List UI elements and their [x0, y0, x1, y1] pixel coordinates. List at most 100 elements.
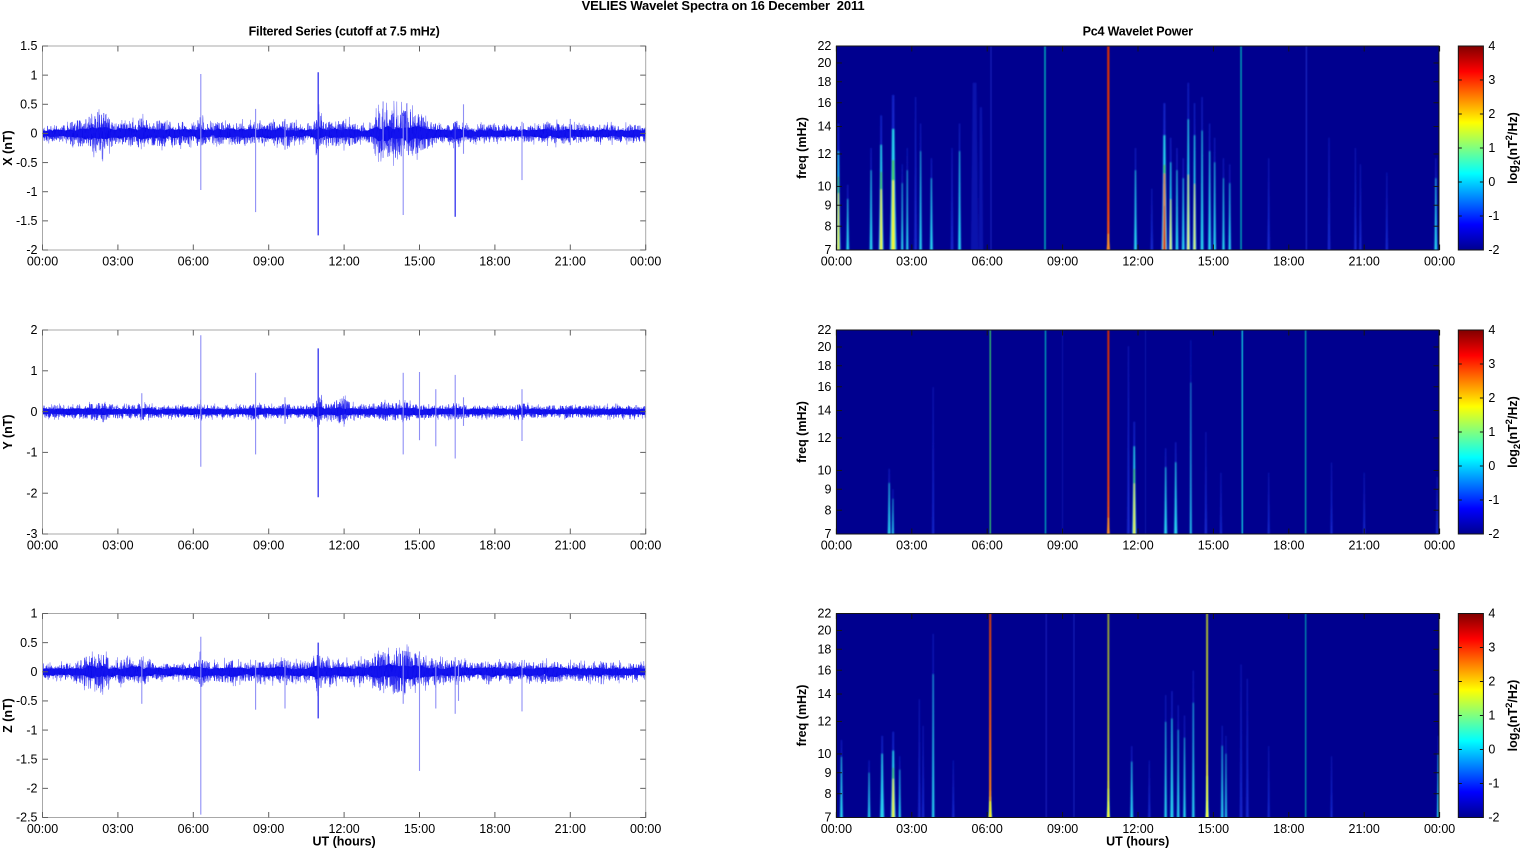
svg-text:12: 12 [817, 431, 831, 445]
svg-text:-3: -3 [26, 527, 37, 541]
svg-text:15:00: 15:00 [404, 255, 435, 269]
svg-text:09:00: 09:00 [1047, 255, 1078, 269]
svg-text:log2(nT2/Hz): log2(nT2/Hz) [1504, 396, 1523, 468]
svg-text:Pc4 Wavelet Power: Pc4 Wavelet Power [1083, 25, 1193, 39]
svg-text:16: 16 [817, 380, 831, 394]
svg-text:1: 1 [1488, 425, 1495, 439]
svg-text:18: 18 [817, 642, 831, 656]
svg-text:2: 2 [1488, 675, 1495, 689]
svg-text:20: 20 [817, 624, 831, 638]
svg-text:-2.5: -2.5 [16, 811, 38, 825]
svg-text:-2: -2 [26, 243, 37, 257]
svg-text:UT (hours): UT (hours) [313, 835, 376, 849]
svg-text:00:00: 00:00 [1424, 822, 1455, 836]
svg-text:-1: -1 [26, 185, 37, 199]
svg-text:4: 4 [1488, 39, 1495, 53]
svg-text:-1.5: -1.5 [16, 752, 38, 766]
svg-text:03:00: 03:00 [102, 822, 133, 836]
svg-text:15:00: 15:00 [404, 822, 435, 836]
svg-text:7: 7 [824, 527, 831, 541]
svg-text:09:00: 09:00 [1047, 539, 1078, 553]
svg-text:8: 8 [824, 503, 831, 517]
svg-text:-1: -1 [26, 723, 37, 737]
svg-text:06:00: 06:00 [972, 822, 1003, 836]
svg-text:8: 8 [824, 219, 831, 233]
svg-text:00:00: 00:00 [630, 255, 661, 269]
svg-text:03:00: 03:00 [102, 255, 133, 269]
svg-text:00:00: 00:00 [27, 255, 58, 269]
svg-text:-2: -2 [1488, 811, 1499, 825]
svg-text:12:00: 12:00 [328, 255, 359, 269]
svg-text:2: 2 [1488, 107, 1495, 121]
svg-text:03:00: 03:00 [896, 539, 927, 553]
svg-text:15:00: 15:00 [1198, 822, 1229, 836]
svg-text:VELIES Wavelet Spectra on 16 D: VELIES Wavelet Spectra on 16 December 20… [582, 0, 865, 13]
svg-text:18:00: 18:00 [479, 539, 510, 553]
svg-text:09:00: 09:00 [253, 539, 284, 553]
svg-text:-1.5: -1.5 [16, 214, 38, 228]
svg-text:0: 0 [31, 665, 38, 679]
svg-text:3: 3 [1488, 73, 1495, 87]
svg-text:14: 14 [817, 120, 831, 134]
svg-text:2: 2 [1488, 391, 1495, 405]
svg-text:10: 10 [817, 747, 831, 761]
svg-text:09:00: 09:00 [253, 822, 284, 836]
svg-text:1: 1 [1488, 141, 1495, 155]
svg-text:00:00: 00:00 [630, 822, 661, 836]
svg-text:-2: -2 [1488, 527, 1499, 541]
svg-text:12:00: 12:00 [1122, 255, 1153, 269]
svg-text:4: 4 [1488, 323, 1495, 337]
svg-text:21:00: 21:00 [555, 255, 586, 269]
svg-text:18:00: 18:00 [1273, 822, 1304, 836]
svg-text:1: 1 [1488, 709, 1495, 723]
svg-text:-2: -2 [1488, 243, 1499, 257]
svg-text:10: 10 [817, 464, 831, 478]
svg-text:00:00: 00:00 [1424, 539, 1455, 553]
svg-text:7: 7 [824, 811, 831, 825]
svg-text:06:00: 06:00 [178, 255, 209, 269]
svg-text:22: 22 [817, 607, 831, 621]
svg-text:-1: -1 [26, 446, 37, 460]
svg-text:20: 20 [817, 56, 831, 70]
svg-text:00:00: 00:00 [27, 539, 58, 553]
svg-text:-1: -1 [1488, 777, 1499, 791]
svg-text:21:00: 21:00 [1349, 255, 1380, 269]
svg-text:12:00: 12:00 [328, 822, 359, 836]
svg-text:-1: -1 [1488, 493, 1499, 507]
svg-text:21:00: 21:00 [555, 539, 586, 553]
svg-text:-2: -2 [26, 486, 37, 500]
svg-text:21:00: 21:00 [555, 822, 586, 836]
svg-text:03:00: 03:00 [896, 255, 927, 269]
svg-text:9: 9 [824, 198, 831, 212]
svg-text:0.5: 0.5 [20, 636, 37, 650]
svg-text:22: 22 [817, 323, 831, 337]
svg-text:1: 1 [31, 607, 38, 621]
svg-text:18:00: 18:00 [1273, 539, 1304, 553]
svg-text:18: 18 [817, 75, 831, 89]
svg-text:22: 22 [817, 39, 831, 53]
svg-text:0: 0 [1488, 743, 1495, 757]
svg-text:1.5: 1.5 [20, 39, 37, 53]
svg-text:-2: -2 [26, 782, 37, 796]
svg-text:Filtered Series (cutoff at 7.5: Filtered Series (cutoff at 7.5 mHz) [249, 25, 440, 39]
svg-text:03:00: 03:00 [102, 539, 133, 553]
svg-text:0: 0 [1488, 175, 1495, 189]
svg-text:09:00: 09:00 [253, 255, 284, 269]
svg-text:21:00: 21:00 [1349, 539, 1380, 553]
svg-text:1: 1 [31, 364, 38, 378]
svg-text:freq (mHz): freq (mHz) [795, 685, 809, 747]
svg-text:06:00: 06:00 [972, 255, 1003, 269]
svg-text:12:00: 12:00 [328, 539, 359, 553]
svg-text:8: 8 [824, 787, 831, 801]
svg-text:03:00: 03:00 [896, 822, 927, 836]
svg-text:16: 16 [817, 663, 831, 677]
svg-text:3: 3 [1488, 357, 1495, 371]
svg-text:4: 4 [1488, 607, 1495, 621]
svg-text:0: 0 [1488, 459, 1495, 473]
svg-text:15:00: 15:00 [1198, 539, 1229, 553]
svg-text:9: 9 [824, 482, 831, 496]
svg-text:06:00: 06:00 [972, 539, 1003, 553]
svg-text:log2(nT2/Hz): log2(nT2/Hz) [1504, 112, 1523, 184]
svg-text:12: 12 [817, 715, 831, 729]
svg-text:20: 20 [817, 340, 831, 354]
